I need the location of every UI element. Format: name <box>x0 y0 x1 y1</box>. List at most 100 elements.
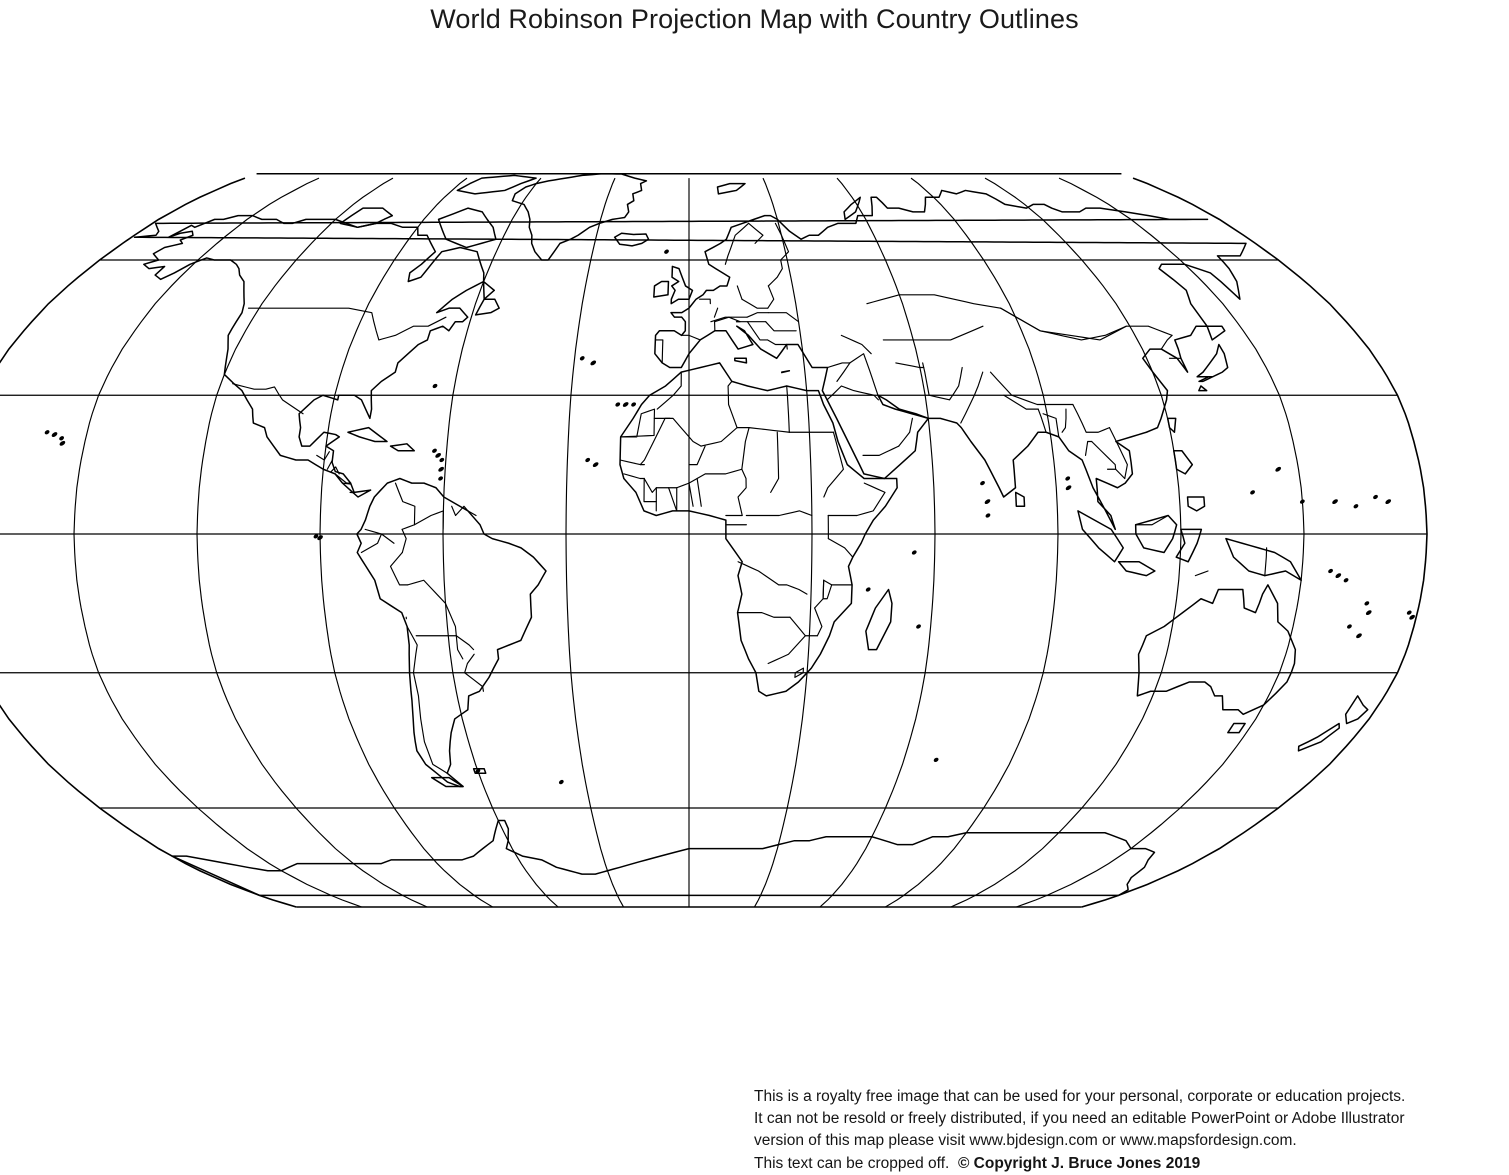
frame-right-limb <box>1082 178 1427 907</box>
island-ellesmere <box>457 175 536 193</box>
island-svalbard <box>717 184 745 194</box>
border-png <box>1265 548 1267 576</box>
border-usa-canada <box>248 308 445 340</box>
border-balt <box>768 260 782 286</box>
islet-comoros <box>866 587 871 592</box>
landmass-antarctica <box>172 820 1154 895</box>
islet-micronesia <box>1353 504 1358 509</box>
page-title: World Robinson Projection Map with Count… <box>0 0 1509 35</box>
border-gr-tr <box>787 344 788 349</box>
border-yemen <box>863 446 899 455</box>
islet-fiji <box>1409 614 1415 620</box>
border-cn-kor <box>1161 335 1172 349</box>
border-fr-de <box>714 308 717 317</box>
border-oman <box>899 418 913 446</box>
border-sen-guin <box>624 474 644 479</box>
island-honshu <box>1197 344 1228 376</box>
island-new-guinea <box>1226 539 1301 581</box>
island-baffin <box>439 208 496 247</box>
border-kaz-s <box>883 326 983 340</box>
islet-andaman <box>1065 476 1070 481</box>
border-pl-cz-sk <box>742 299 768 308</box>
islet-maldives <box>984 499 990 505</box>
footer-notice: This is a royalty free image that can be… <box>754 1086 1494 1175</box>
border-mali-niger <box>689 446 705 465</box>
islet-solomon <box>1328 569 1333 574</box>
border-wsahara <box>621 409 655 437</box>
island-victoria-isl <box>340 208 392 227</box>
world-map[interactable] <box>0 120 1509 940</box>
islet-caribbean-lesser <box>435 453 441 459</box>
border-sud-eth <box>824 432 844 497</box>
islet-maldives <box>985 513 990 518</box>
border-thai-camb <box>1108 469 1125 478</box>
islet-caribbean-lesser <box>438 466 444 472</box>
island-hokkaido-s <box>1199 386 1207 391</box>
border-lib-egy <box>787 386 790 432</box>
border-col-bra <box>402 529 406 552</box>
islet-caribbean-lesser <box>439 458 444 463</box>
islet-micronesia <box>1300 499 1305 504</box>
meridian-60 <box>820 178 935 907</box>
islet-hawaii <box>59 436 64 441</box>
border-mex-guat <box>317 452 330 460</box>
copyright-text: © Copyright J. Bruce Jones 2019 <box>958 1155 1200 1172</box>
frame-left-limb <box>0 178 296 907</box>
islet-caribbean-lesser <box>438 476 443 481</box>
map-frame <box>0 174 1427 907</box>
islet-south-georgia <box>559 780 564 785</box>
island-new-zealand-s <box>1299 724 1340 751</box>
meridian-120 <box>951 178 1181 907</box>
islet-mauritius <box>916 624 921 629</box>
island-sri-lanka <box>1016 492 1025 506</box>
border-w-africa-7 <box>697 479 701 507</box>
border-w-africa-6 <box>689 483 693 506</box>
border-balkan3 <box>766 322 796 331</box>
landmass-australia <box>1137 585 1295 714</box>
border-col-ven <box>395 483 414 529</box>
islet-marshall <box>1385 499 1391 505</box>
islet-cape-verde <box>592 462 598 468</box>
footer-line-2: It can not be resold or freely distribut… <box>754 1108 1494 1130</box>
border-de-pl <box>737 286 742 299</box>
islet-vanuatu <box>1364 601 1369 606</box>
islet-hawaii <box>51 432 57 438</box>
footer-crop-note: This text can be cropped off. <box>754 1155 949 1172</box>
footer-line-4: This text can be cropped off. © Copyrigh… <box>754 1153 1494 1175</box>
border-pl-ua-by <box>768 286 774 308</box>
islet-fiji <box>1407 610 1412 615</box>
island-ireland <box>654 282 669 297</box>
border-mor-alg <box>657 372 681 409</box>
islet-hawaii <box>44 430 49 435</box>
border-viet <box>1109 428 1127 479</box>
islet-faroe <box>664 249 669 254</box>
island-new-zealand-n <box>1346 696 1368 724</box>
border-usa-mexico <box>233 384 303 414</box>
country-border-layer <box>233 223 1267 773</box>
border-ca-1 <box>327 460 332 469</box>
meridian--150 <box>74 178 362 907</box>
islet-lakshadweep <box>980 481 985 486</box>
border-bra-peru <box>391 553 408 585</box>
border-sy-irq <box>837 363 850 381</box>
border-lib-chad-sud <box>737 428 789 433</box>
island-sumatra <box>1078 511 1123 562</box>
islet-caribbean-lesser <box>432 448 437 453</box>
border-in-mya <box>1062 409 1066 432</box>
border-be-nl <box>700 299 711 303</box>
border-mali-mau <box>640 418 670 464</box>
border-indonesia-timor <box>1195 571 1208 576</box>
meridian-90 <box>885 178 1058 907</box>
robinson-projection-svg[interactable] <box>0 120 1509 940</box>
island-madagascar <box>866 590 892 650</box>
island-newfoundland <box>476 299 500 315</box>
islet-azores <box>580 356 585 361</box>
meridian--60 <box>443 178 558 907</box>
landmass-eurasia <box>134 190 1245 529</box>
meridian-150 <box>1016 178 1304 907</box>
meridian-30 <box>754 178 812 907</box>
border-niger-nigeria <box>697 469 742 478</box>
landmass-greenland <box>512 174 646 260</box>
island-japan-n <box>1207 326 1225 340</box>
islet-marshall <box>1373 495 1378 500</box>
